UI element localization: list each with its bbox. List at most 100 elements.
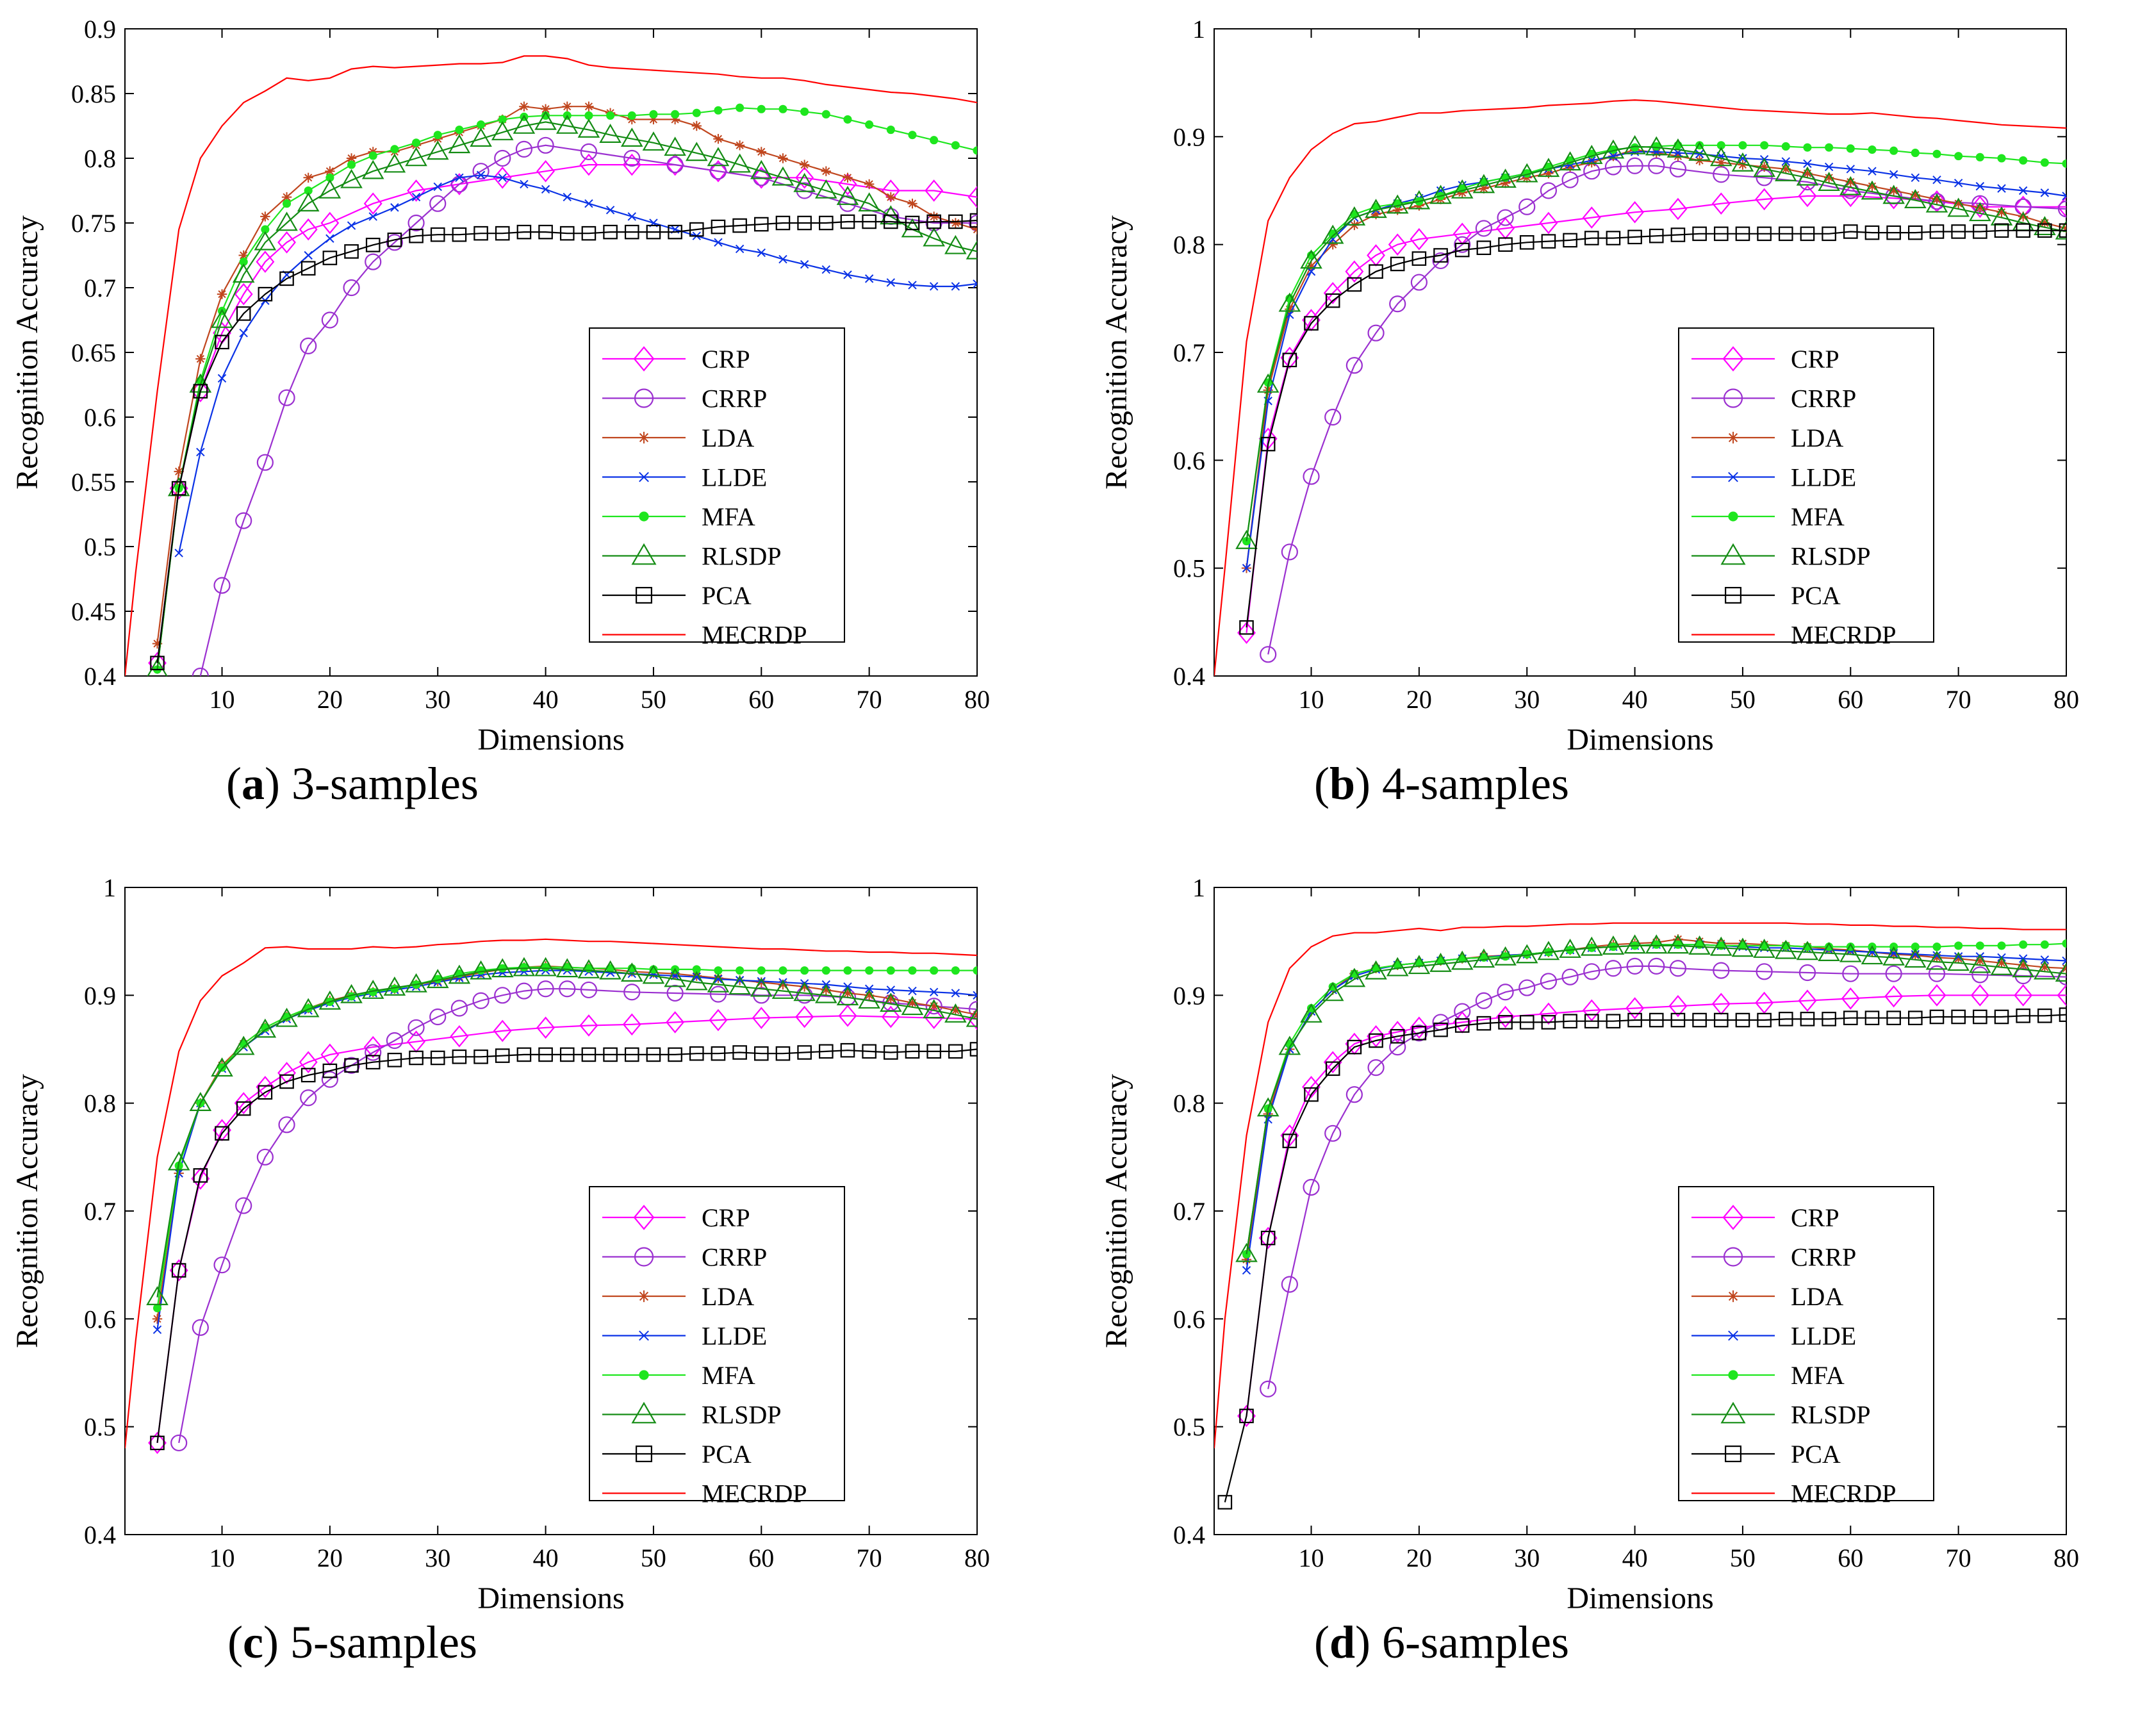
point-crp [1927,984,1946,1007]
legend-label-crp: CRP [1791,345,1839,374]
point-lda [821,166,831,176]
point-llde [174,548,183,557]
point-crp [1388,233,1407,256]
point-llde [605,206,615,215]
point-rlsdp [297,998,320,1018]
point-rlsdp [1235,1242,1258,1262]
point-pca [1800,1012,1815,1026]
point-lda [950,1005,961,1016]
point-lda [734,140,745,151]
point-lda [195,354,206,364]
point-crrp [623,984,641,1001]
y-axis-label: Recognition Accuracy [10,215,44,490]
point-crrp [256,1148,274,1166]
point-crrp [2057,201,2066,218]
point-mfa [1932,943,1941,952]
point-llde [692,973,701,982]
point-mfa [736,966,745,975]
point-crrp [429,1008,447,1026]
point-crp [1798,989,1817,1012]
point-crp [1668,994,1688,1018]
x-tick-label: 50 [1730,685,1756,714]
point-lda [260,211,270,222]
x-tick-label: 10 [1299,685,1324,714]
legend: CRP CRRP LDA LLDE MFA RLSDP PCA MECRDP [589,1186,845,1508]
legend-marker-rlsdp [631,1401,657,1424]
point-crrp [1303,1178,1320,1196]
point-mfa [908,966,917,975]
x-tick-label: 10 [210,685,235,714]
point-pca [603,1047,618,1062]
point-lda [1457,188,1467,198]
point-crp [1798,185,1817,208]
legend-label-crp: CRP [702,345,750,374]
point-rlsdp [1300,1003,1322,1023]
legend-marker-crp [633,1205,655,1230]
point-lda [885,993,896,1004]
point-crrp [968,1001,977,1018]
point-mfa [843,966,852,975]
point-pca [495,1048,510,1063]
point-rlsdp [707,973,730,993]
point-rlsdp [1580,936,1603,956]
y-tick-label: 0.9 [1173,122,1205,151]
point-llde [800,260,809,269]
point-lda [1802,168,1813,179]
point-mfa [433,131,442,140]
point-rlsdp [1990,206,2013,226]
point-llde [843,270,852,279]
point-pca [559,1047,575,1062]
point-crp [795,1005,814,1028]
point-pca [1498,1015,1513,1030]
x-tick-label: 30 [1514,685,1540,714]
point-pca [193,384,208,399]
point-crp [1668,197,1688,220]
point-crrp [235,512,252,529]
point-crp [1323,282,1342,304]
point-crp [1841,987,1860,1010]
point-crrp [1497,209,1514,226]
point-pca [1843,1010,1858,1025]
point-pca [1822,1012,1836,1026]
point-llde [2062,956,2066,966]
point-crp [407,179,425,202]
y-tick-label: 0.7 [1173,338,1205,367]
point-crrp [450,176,468,193]
y-tick-label: 1 [1192,873,1205,902]
point-crp [1582,206,1601,229]
legend-marker-rlsdp [1720,543,1746,565]
point-mfa [908,131,917,140]
point-mfa [930,966,939,975]
point-rlsdp [1515,163,1538,183]
point-lda [756,977,766,987]
point-rlsdp [1666,138,1690,158]
point-llde [2062,192,2066,201]
point-rlsdp [1300,249,1322,269]
point-pca [1606,231,1621,245]
point-pca [624,224,639,240]
point-rlsdp [405,147,427,167]
point-rlsdp [1882,185,1905,204]
series-group [1214,99,2066,676]
y-tick-label: 0.8 [84,144,116,173]
point-rlsdp [685,971,708,991]
legend-marker-mfa [1728,1370,1738,1380]
point-rlsdp [383,976,406,996]
panel-a: 10 20 30 40 50 60 70 80 0.4 0.45 0.5 0.55 0.6 0.65 0.7… [0,0,1057,846]
point-lda [1479,183,1489,194]
point-pca [711,219,726,235]
point-rlsdp [1666,934,1690,954]
point-crrp [170,1434,188,1452]
point-crp [536,1016,555,1039]
point-crrp [1303,468,1320,485]
y-tick-label: 0.4 [1173,1520,1205,1549]
legend-marker-llde [1728,1330,1738,1341]
point-pca [797,215,812,231]
point-crrp [1389,1039,1406,1056]
point-crrp [1756,963,1773,980]
point-crp [967,186,977,208]
point-rlsdp [2012,958,2034,978]
point-crp [709,160,728,183]
y-tick-label: 0.55 [71,468,116,497]
point-rlsdp [513,114,536,134]
